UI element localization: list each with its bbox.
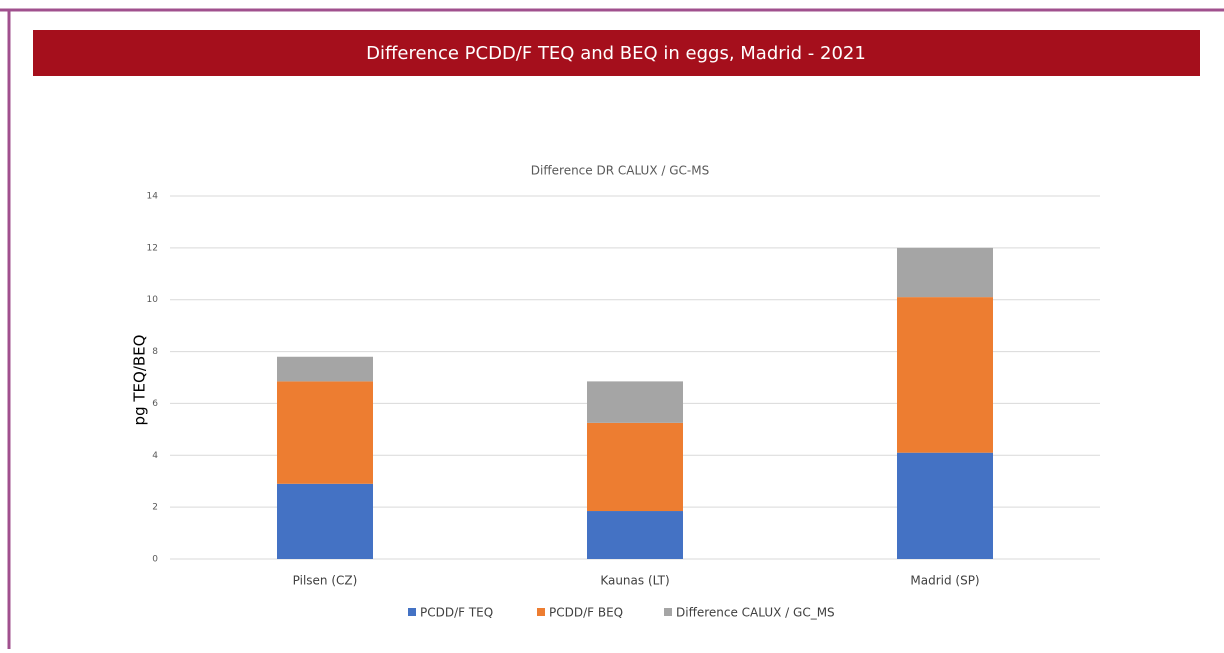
banner-title: Difference PCDD/F TEQ and BEQ in eggs, M… <box>366 43 866 64</box>
bar-segment <box>277 381 373 484</box>
banner <box>33 30 1200 76</box>
y-tick-label: 6 <box>152 399 158 409</box>
y-tick-label: 8 <box>152 347 158 357</box>
legend-label: Difference CALUX / GC_MS <box>676 606 835 620</box>
bar-segment <box>897 297 993 453</box>
x-tick-label: Madrid (SP) <box>910 574 979 588</box>
legend-label: PCDD/F TEQ <box>420 606 493 620</box>
bar-segment <box>587 381 683 423</box>
legend-swatch <box>664 608 672 616</box>
y-tick-label: 10 <box>147 295 159 305</box>
bar-segment <box>587 511 683 559</box>
y-tick-label: 0 <box>152 555 158 565</box>
x-tick-label: Kaunas (LT) <box>600 574 669 588</box>
bar-segment <box>277 356 373 382</box>
bar-segment <box>587 422 683 512</box>
legend-swatch <box>537 608 545 616</box>
chart-title: Difference DR CALUX / GC-MS <box>531 164 709 178</box>
legend-swatch <box>408 608 416 616</box>
y-tick-label: 12 <box>147 243 158 253</box>
y-tick-label: 2 <box>152 503 158 513</box>
y-tick-label: 4 <box>152 451 158 461</box>
bar-segment <box>897 247 993 298</box>
y-tick-label: 14 <box>147 192 159 202</box>
y-axis-label: pg TEQ/BEQ <box>131 335 149 426</box>
bar-segment <box>277 483 373 559</box>
x-tick-label: Pilsen (CZ) <box>293 574 358 588</box>
bar-segment <box>897 452 993 559</box>
legend-label: PCDD/F BEQ <box>549 606 623 620</box>
